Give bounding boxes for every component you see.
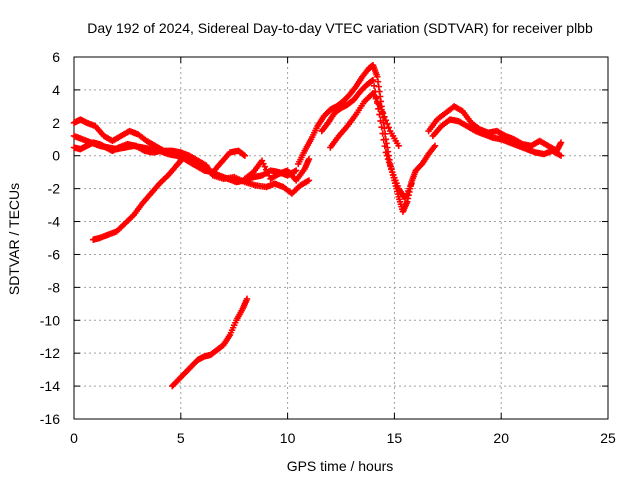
data-point	[378, 106, 385, 113]
x-tick-label: 5	[177, 430, 185, 446]
x-axis-label: GPS time / hours	[287, 458, 394, 474]
y-tick-label: -12	[40, 345, 60, 361]
y-tick-label: -14	[40, 378, 60, 394]
y-tick-label: 4	[52, 82, 60, 98]
data-point	[376, 111, 383, 118]
x-tick-label: 10	[280, 430, 296, 446]
data-point	[240, 151, 248, 159]
data-point	[395, 142, 402, 150]
data-point	[292, 167, 300, 174]
y-axis-label: SDTVAR / TECUs	[6, 183, 22, 295]
data-point	[368, 77, 376, 85]
series-arc-1	[70, 116, 313, 197]
series-arc-4	[90, 152, 189, 243]
y-tick-label: -4	[48, 214, 61, 230]
data-point	[370, 82, 378, 89]
x-tick-label: 25	[600, 430, 616, 446]
x-tick-label: 15	[387, 430, 403, 446]
series-arc-3	[70, 139, 249, 176]
series-arc-11	[429, 116, 565, 159]
series-arc-10	[425, 103, 565, 154]
x-tick-labels: 0 5 10 15 20 25	[70, 430, 616, 446]
data-point	[385, 124, 392, 131]
data-point	[387, 165, 395, 173]
data-point	[380, 136, 387, 144]
series-arc-6	[241, 155, 313, 184]
data-point	[379, 130, 386, 137]
grid-lines	[74, 57, 608, 419]
y-tick-label: -6	[48, 246, 61, 262]
axes	[73, 56, 609, 420]
data-series	[70, 62, 565, 390]
y-tick-label: -10	[40, 312, 60, 328]
data-point	[377, 117, 384, 125]
data-point	[384, 155, 392, 163]
data-point	[378, 124, 385, 131]
data-point	[382, 149, 390, 156]
chart-title: Day 192 of 2024, Sidereal Day-to-day VTE…	[87, 20, 593, 36]
data-point	[243, 295, 251, 303]
data-point	[241, 152, 249, 159]
plot-frame	[73, 56, 609, 420]
data-point	[305, 155, 313, 163]
data-point	[382, 117, 390, 124]
y-tick-label: -8	[48, 279, 61, 295]
data-point	[369, 76, 377, 84]
data-point	[379, 110, 387, 117]
data-point	[181, 152, 189, 159]
y-tick-label: 2	[52, 115, 60, 131]
data-point	[381, 142, 388, 150]
data-point	[385, 159, 393, 166]
data-point	[305, 177, 313, 184]
y-tick-label: -2	[48, 181, 61, 197]
data-point	[384, 120, 391, 128]
y-tick-labels: -16 -14 -12 -10 -8 -6 -4 -2 0 2 4 6	[40, 49, 60, 427]
data-point	[386, 162, 394, 169]
y-tick-label: 0	[52, 148, 60, 164]
series-arc-5	[169, 295, 251, 390]
data-point	[557, 139, 565, 146]
x-tick-label: 0	[70, 430, 78, 446]
data-point	[383, 152, 391, 159]
x-tick-label: 20	[493, 430, 509, 446]
y-tick-label: 6	[52, 49, 60, 65]
y-tick-label: -16	[40, 411, 60, 427]
data-point	[381, 113, 388, 120]
data-point	[431, 142, 439, 150]
data-point	[408, 180, 415, 187]
series-arc-9	[327, 90, 402, 151]
data-point	[557, 152, 565, 159]
